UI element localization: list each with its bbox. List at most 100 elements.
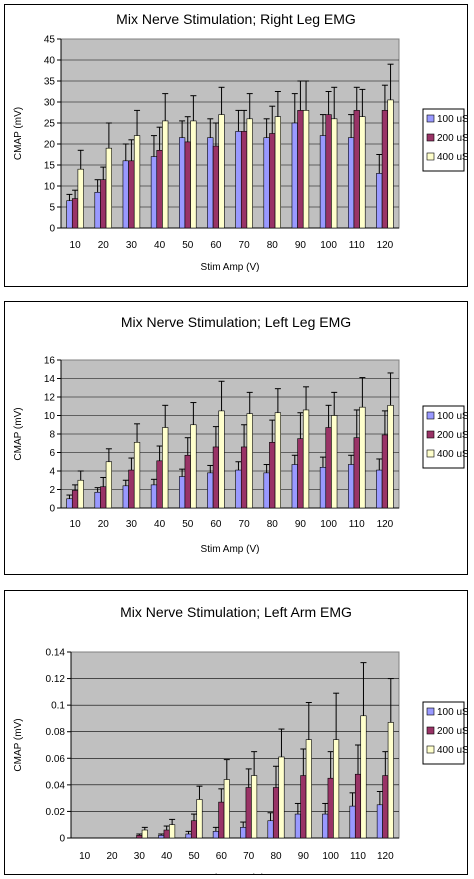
- bar-200us: [218, 801, 225, 839]
- chart-panel-left-leg: Mix Nerve Stimulation; Left Leg EMG 0 2 4 6 8…: [4, 301, 468, 575]
- x-tick-label: 30: [126, 240, 138, 251]
- chart-right-leg: Mix Nerve Stimulation; Right Leg EMG 0 5 10…: [13, 11, 467, 273]
- bar-100us: [376, 804, 383, 839]
- bar-100us: [122, 485, 129, 509]
- legend-swatch-200us: [426, 430, 435, 439]
- x-tick-label: 120: [377, 519, 394, 530]
- x-tick-label: 60: [210, 519, 222, 530]
- x-tick-label: 20: [98, 519, 110, 530]
- y-axis-label: CMAP (mV): [13, 407, 24, 460]
- bar-400us: [105, 147, 112, 229]
- y-tick-label: 0.04: [46, 780, 66, 791]
- bar-200us: [184, 141, 191, 229]
- x-tick-label: 110: [349, 240, 365, 251]
- y-tick-label: 2: [49, 485, 55, 496]
- legend-label-200us: 200 uS: [437, 133, 467, 144]
- bar-400us: [387, 99, 394, 229]
- y-tick-label: 8: [49, 430, 55, 441]
- bar-200us: [190, 820, 198, 839]
- bar-100us: [185, 833, 192, 839]
- bar-100us: [240, 827, 247, 839]
- y-tick-label: 40: [44, 56, 56, 67]
- bar-100us: [179, 137, 186, 229]
- bar-400us: [246, 413, 253, 509]
- y-tick-label: 0.02: [46, 807, 66, 818]
- x-tick-label: 20: [106, 851, 118, 862]
- y-tick-label: 25: [44, 119, 56, 130]
- bar-400us: [274, 412, 282, 509]
- plot-area: [70, 651, 400, 839]
- x-tick-label: 10: [70, 240, 82, 251]
- bar-400us: [387, 405, 394, 509]
- legend-label-200us: 200 uS: [437, 430, 467, 441]
- bar-200us: [353, 437, 360, 509]
- x-tick-label: 80: [270, 851, 282, 862]
- x-tick-label: 90: [295, 519, 307, 530]
- bar-400us: [246, 118, 253, 229]
- bar-100us: [347, 137, 355, 229]
- y-tick-label: 35: [44, 77, 56, 88]
- bar-400us: [359, 406, 366, 509]
- bar-400us: [302, 110, 310, 229]
- bar-400us: [77, 479, 84, 509]
- legend-label-100us: 100 uS: [437, 707, 467, 718]
- y-tick-label: 0.14: [46, 648, 66, 659]
- x-tick-label: 70: [239, 519, 251, 530]
- legend-swatch-100us: [426, 411, 435, 420]
- bar-200us: [71, 198, 79, 229]
- y-axis-label: CMAP (mV): [13, 718, 24, 771]
- bar-200us: [136, 835, 143, 839]
- bar-400us: [359, 116, 366, 229]
- plot-area: [60, 38, 400, 229]
- x-tick-label: 100: [322, 851, 339, 862]
- bar-100us: [235, 131, 242, 229]
- bar-400us: [190, 120, 197, 229]
- chart-panel-right-leg: Mix Nerve Stimulation; Right Leg EMG 0 5 10…: [4, 4, 468, 287]
- chart-title: Mix Nerve Stimulation; Left Leg EMG: [121, 314, 351, 330]
- bar-400us: [333, 739, 340, 839]
- y-tick-label: 4: [49, 467, 55, 478]
- legend-label-400us: 400 uS: [437, 745, 467, 756]
- bar-200us: [240, 131, 248, 229]
- bar-100us: [319, 467, 327, 509]
- bar-100us: [122, 160, 129, 229]
- bar-100us: [263, 472, 270, 509]
- bar-200us: [156, 460, 163, 509]
- y-axis-label: CMAP (mV): [13, 107, 24, 160]
- bar-400us: [190, 424, 197, 509]
- y-tick-label: 0: [59, 834, 65, 845]
- legend-swatch-400us: [426, 449, 435, 458]
- bar-100us: [267, 820, 274, 839]
- legend-label-200us: 200 uS: [437, 726, 467, 737]
- legend-label-400us: 400 uS: [437, 449, 467, 460]
- bar-100us: [376, 173, 383, 229]
- y-tick-label: 45: [44, 35, 56, 46]
- bar-200us: [353, 110, 360, 229]
- bar-100us: [212, 831, 219, 839]
- legend-label-100us: 100 uS: [437, 411, 467, 422]
- y-tick-label: 20: [44, 140, 56, 151]
- y-tick-label: 0.12: [46, 674, 66, 685]
- bar-200us: [245, 787, 252, 839]
- x-tick-label: 50: [182, 240, 194, 251]
- x-tick-label: 60: [216, 851, 228, 862]
- bar-400us: [133, 135, 141, 229]
- bar-200us: [128, 160, 135, 229]
- bar-100us: [263, 137, 270, 229]
- bar-200us: [269, 442, 276, 509]
- bar-100us: [322, 813, 329, 839]
- x-tick-label: 70: [243, 851, 255, 862]
- bar-100us: [207, 137, 214, 229]
- bar-200us: [71, 490, 79, 509]
- bar-100us: [150, 156, 158, 229]
- x-tick-label: 70: [239, 240, 251, 251]
- bar-100us: [291, 122, 298, 229]
- legend-swatch-400us: [426, 152, 435, 161]
- x-tick-label: 60: [210, 240, 222, 251]
- bar-400us: [141, 829, 148, 839]
- bar-200us: [300, 775, 307, 839]
- bar-200us: [156, 150, 163, 229]
- bar-200us: [163, 829, 170, 839]
- bar-100us: [94, 192, 101, 229]
- bar-100us: [349, 805, 356, 839]
